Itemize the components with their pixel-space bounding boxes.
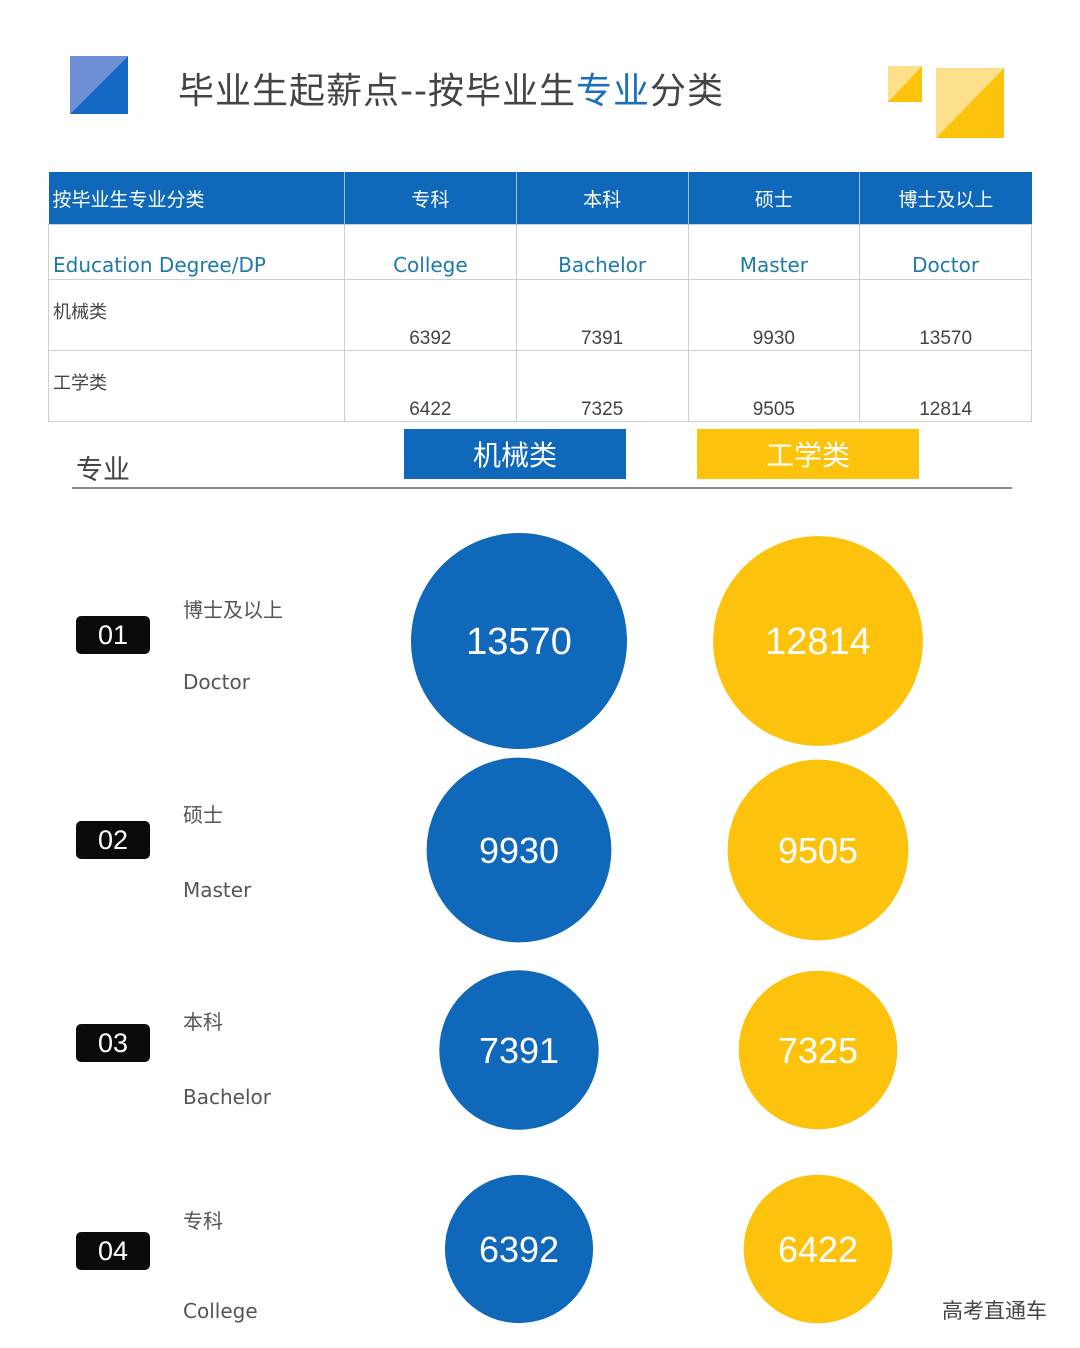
major-axis-label: 专业 (76, 455, 130, 486)
category-en-label: Master (183, 878, 252, 902)
bubble-series1 (444, 1174, 594, 1324)
table-header-cell: 博士及以上 (859, 172, 1032, 225)
yellow-squares-decoration-icon (888, 66, 1004, 138)
table-cell: 9930 (687, 279, 861, 351)
table-cell: Master (687, 224, 861, 280)
legend-series1: 机械类 (404, 429, 626, 479)
table-row-label: 机械类 (48, 279, 345, 351)
bubble-series2 (713, 536, 923, 746)
category-cn-label: 专科 (183, 1209, 223, 1233)
bubble-series1 (426, 757, 612, 943)
page-title: 毕业生起薪点--按毕业生专业分类 (178, 71, 725, 112)
table-header-cell: 硕士 (688, 172, 861, 225)
table-cell: 9505 (687, 350, 861, 422)
bubble-value-label: 7391 (479, 1030, 559, 1071)
table-cell: 7325 (515, 350, 689, 422)
table-cell: 6422 (344, 350, 517, 422)
salary-table: 按毕业生专业分类 专科 本科 硕士 博士及以上 Education Degree… (48, 172, 1032, 422)
table-cell: 6392 (344, 279, 517, 351)
category-cn-label: 博士及以上 (183, 598, 283, 622)
bubble-series1 (439, 970, 599, 1130)
category-en-label: Bachelor (183, 1085, 271, 1109)
category-index-badge: 04 (76, 1232, 150, 1270)
watermark-text: 高考直通车 (942, 1299, 1047, 1323)
table-header-cell: 本科 (516, 172, 689, 225)
table-cell: College (344, 224, 517, 280)
table-cell: Doctor (859, 224, 1032, 280)
category-en-label: College (183, 1299, 258, 1323)
legend-series2: 工学类 (697, 429, 919, 479)
bubble-value-label: 6422 (778, 1229, 858, 1270)
bubble-value-label: 9505 (778, 830, 858, 871)
bubble-series2 (738, 970, 898, 1130)
category-index-badge: 01 (76, 616, 150, 654)
table-cell: Bachelor (515, 224, 689, 280)
bubble-series2 (727, 759, 909, 941)
bubble-value-label: 13570 (466, 621, 572, 663)
bubble-series1 (411, 533, 627, 749)
bubble-series2 (743, 1174, 893, 1324)
table-header-cell: 按毕业生专业分类 (48, 172, 345, 225)
table-row-label: 工学类 (48, 350, 345, 422)
table-english-row: Education Degree/DP College Bachelor Mas… (48, 224, 1032, 280)
bubble-value-label: 12814 (765, 621, 871, 663)
category-cn-label: 硕士 (183, 803, 223, 827)
category-index-badge: 02 (76, 821, 150, 859)
table-cell: 12814 (859, 350, 1032, 422)
table-header-cell: 专科 (344, 172, 517, 225)
category-en-label: Doctor (183, 670, 250, 694)
divider (72, 487, 1012, 489)
table-header-row: 按毕业生专业分类 专科 本科 硕士 博士及以上 (48, 172, 1032, 225)
table-row: 工学类 6422 7325 9505 12814 (48, 350, 1032, 422)
category-cn-label: 本科 (183, 1010, 223, 1034)
bubble-value-label: 6392 (479, 1229, 559, 1270)
blue-square-logo-icon (70, 56, 128, 114)
table-cell: 13570 (859, 279, 1032, 351)
category-index-badge: 03 (76, 1024, 150, 1062)
bubble-value-label: 7325 (778, 1030, 858, 1071)
table-cell: Education Degree/DP (48, 224, 345, 280)
bubble-value-label: 9930 (479, 830, 559, 871)
